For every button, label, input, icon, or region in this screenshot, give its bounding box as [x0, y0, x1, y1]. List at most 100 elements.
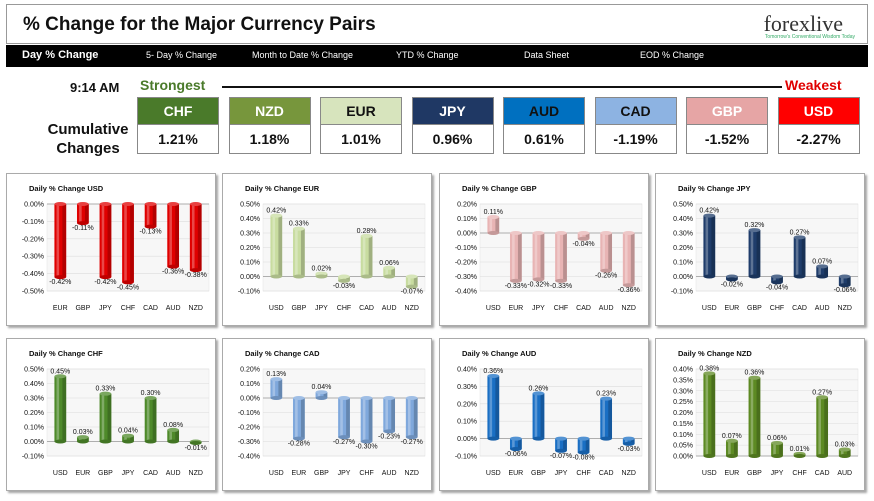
bar-shadow [585, 233, 590, 239]
bar-cap [577, 231, 590, 235]
bar-body [383, 398, 396, 432]
y-tick-label: 0.00% [24, 439, 44, 446]
currency-cumulative-value: 0.61% [524, 131, 564, 147]
bar-jpy [122, 433, 134, 444]
y-tick-label: 0.00% [457, 436, 477, 443]
tab-ytd-change[interactable]: YTD % Change [396, 50, 459, 60]
bar-body [360, 398, 373, 442]
x-tick-label: CHF [770, 305, 784, 312]
bar-shadow [300, 398, 305, 439]
y-tick-label: -0.40% [238, 454, 260, 461]
bar-cap [189, 202, 202, 206]
data-label: -0.01% [185, 445, 207, 452]
data-label: -0.28% [288, 441, 310, 448]
bar-nzd [189, 202, 202, 273]
x-tick-label: GBP [531, 470, 546, 477]
forexlive-logo[interactable]: forexlive [763, 11, 843, 36]
x-tick-label: NZD [405, 305, 419, 312]
bar-base [360, 439, 373, 444]
bar-cap [360, 396, 373, 400]
bar-highlight [385, 398, 388, 432]
x-tick-label: CAD [143, 305, 158, 312]
currency-cumulative-value: -1.52% [704, 131, 750, 147]
bar-shadow [152, 398, 157, 442]
bar-highlight [795, 237, 799, 277]
bar-cap [577, 436, 590, 441]
bar-usd [703, 371, 716, 458]
tab-5-day-change[interactable]: 5- Day % Change [146, 50, 218, 60]
bar-body [144, 204, 157, 227]
bar-eur [725, 274, 738, 282]
bar-shadow [733, 440, 738, 456]
currency-name: NZD [229, 98, 310, 125]
data-label: -0.27% [401, 439, 423, 446]
y-tick-label: -0.30% [238, 439, 260, 446]
bar-base [771, 280, 783, 285]
bar-body [487, 217, 500, 233]
bar-body [600, 233, 613, 271]
x-tick-label: CAD [599, 470, 614, 477]
bar-body [725, 440, 738, 456]
bar-chart-aud: Daily % Change AUD 0.40% 0.30% 0.20% 0.10% 0.… [455, 349, 643, 477]
tab-month-to-date-change[interactable]: Month to Date % Change [252, 50, 354, 60]
bar-base [771, 454, 783, 458]
bar-body [771, 276, 783, 283]
bar-cap [509, 436, 522, 441]
bar-cap [622, 231, 635, 235]
y-tick-label: 0.10% [673, 260, 693, 267]
bar-aud [167, 427, 180, 444]
data-label: -0.38% [185, 272, 207, 279]
bar-eur [292, 396, 305, 441]
bar-cad [793, 235, 806, 279]
data-label: 0.06% [379, 260, 399, 267]
y-tick-label: 0.40% [673, 367, 693, 374]
bar-highlight [602, 233, 605, 271]
tab-day-change[interactable]: Day % Change [22, 49, 99, 61]
bar-base [793, 274, 806, 279]
weakest-label: Weakest [785, 77, 842, 93]
y-tick-label: 0.00% [240, 396, 260, 403]
bar-highlight [340, 398, 343, 438]
tab-data-sheet[interactable]: Data Sheet [524, 50, 570, 60]
x-tick-label: GBP [747, 470, 762, 477]
y-tick-label: 0.00% [457, 231, 477, 238]
y-tick-label: -0.20% [238, 425, 260, 432]
bar-highlight [146, 398, 150, 442]
data-label: -0.27% [333, 439, 355, 446]
y-tick-label: -0.50% [22, 289, 44, 296]
bar-shadow [608, 233, 613, 271]
bar-shadow [563, 438, 567, 451]
bar-body [622, 233, 635, 286]
bar-base [270, 396, 283, 400]
chart-panel-cad: Daily % Change CAD 0.20% 0.10% 0.00% -0.10% -… [222, 338, 432, 491]
bar-shadow [346, 398, 350, 438]
bar-shadow [391, 267, 396, 277]
data-label: 0.42% [266, 208, 286, 215]
x-tick-label: CAD [815, 470, 830, 477]
bar-gbp [292, 226, 305, 279]
bar-shadow [801, 237, 806, 277]
bar-cap [360, 233, 373, 238]
bar-cap [487, 215, 500, 220]
bar-base [622, 441, 635, 446]
currency-name: EUR [321, 98, 401, 125]
bar-shadow [84, 437, 89, 442]
data-label: 0.04% [311, 384, 331, 391]
bar-base [383, 429, 396, 434]
y-tick-label: -0.10% [455, 454, 477, 461]
x-tick-label: GBP [98, 470, 113, 477]
bar-shadow [130, 435, 134, 442]
bar-body [405, 276, 418, 287]
bar-cap [703, 213, 716, 218]
y-tick-label: 0.20% [457, 401, 477, 408]
bar-shadow [346, 276, 350, 281]
bar-cad [577, 231, 590, 241]
bar-cap [99, 391, 112, 396]
bar-shadow [563, 233, 567, 281]
bar-shadow [779, 442, 783, 456]
bar-cap [76, 435, 89, 440]
bar-cap [838, 447, 851, 452]
tab-eod-change[interactable]: EOD % Change [640, 50, 705, 60]
data-label: 0.42% [699, 208, 719, 215]
bar-base [487, 436, 500, 441]
